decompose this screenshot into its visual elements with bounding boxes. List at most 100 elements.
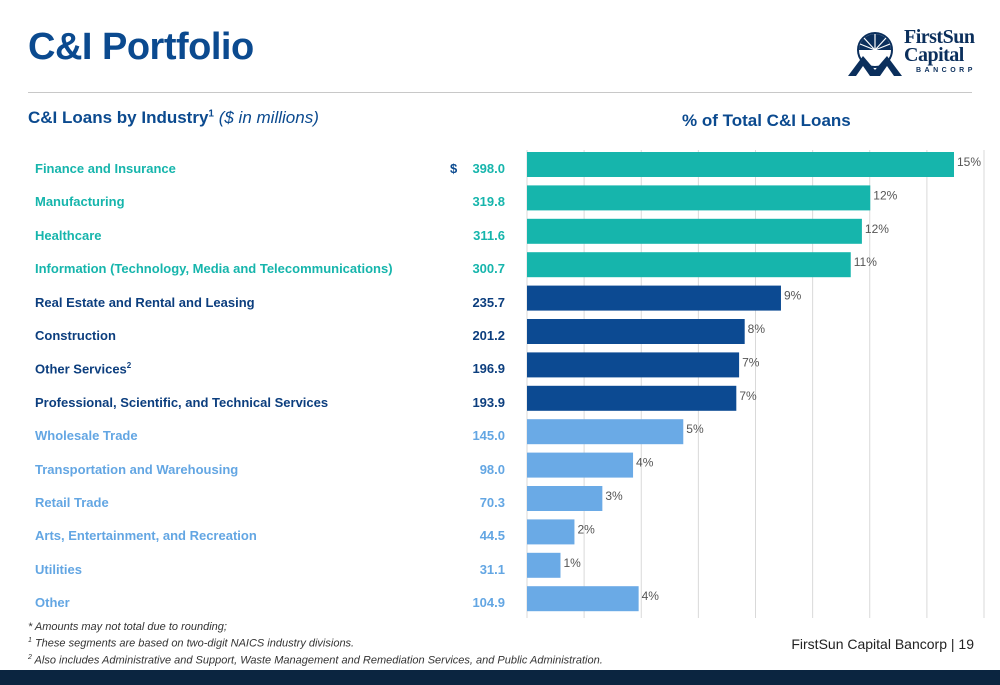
loan-amount: 398.0 — [472, 161, 505, 176]
section-heading-footnote-ref: 1 — [208, 108, 214, 120]
company-logo: FirstSun Capital BANCORP — [846, 26, 978, 82]
chart-bar — [527, 486, 603, 511]
industry-label: Transportation and Warehousing — [35, 462, 238, 477]
footnote-other-services: 2 Also includes Administrative and Suppo… — [28, 651, 603, 668]
industry-label: Construction — [35, 328, 116, 343]
table-row: Utilities 31.1 — [35, 553, 510, 586]
loan-amount: 104.9 — [472, 595, 505, 611]
industry-label-text: Utilities — [35, 561, 82, 577]
loan-amount: 311.6 — [473, 227, 505, 243]
chart-bar — [527, 385, 737, 411]
industry-label: Other Services2 — [35, 361, 131, 376]
industry-label-text: Arts, Entertainment, and Recreation — [35, 528, 257, 544]
table-row: Information (Technology, Media and Telec… — [35, 252, 510, 285]
table-row: Healthcare 311.6 — [35, 219, 510, 252]
loan-amount: 319.8 — [472, 194, 505, 210]
chart-bar — [527, 352, 740, 378]
industry-label-text: Transportation and Warehousing — [35, 461, 239, 477]
industry-label: Professional, Scientific, and Technical … — [35, 395, 328, 410]
industry-label-text: Real Estate and Rental and Leasing — [35, 294, 255, 310]
industry-label-footnote-ref: 2 — [126, 361, 132, 371]
footer-company: FirstSun Capital Bancorp — [791, 636, 947, 652]
industry-label: Other — [35, 595, 70, 610]
logo-wordmark-line1: FirstSun — [904, 26, 975, 48]
table-row: Wholesale Trade 145.0 — [35, 419, 510, 452]
industry-label-text: Retail Trade — [35, 494, 109, 510]
section-heading-text: C&I Loans by Industry — [28, 108, 209, 127]
chart-data-label: 5% — [686, 422, 704, 436]
chart-heading: % of Total C&I Loans — [682, 111, 851, 130]
industry-label-text: Manufacturing — [35, 194, 125, 210]
table-row: Construction 201.2 — [35, 319, 510, 352]
footnote-naics-marker: 1 — [28, 637, 32, 644]
footnote-naics-text: These segments are based on two-digit NA… — [31, 637, 355, 650]
table-row: Manufacturing 319.8 — [35, 185, 510, 218]
chart-data-label: 1% — [563, 556, 581, 570]
chart-bar — [527, 552, 561, 578]
chart-data-label: 8% — [748, 322, 766, 336]
loan-amount: 300.7 — [472, 261, 505, 277]
loan-amount: 196.9 — [472, 361, 505, 377]
industry-label: Manufacturing — [35, 194, 125, 209]
loan-amount: 201.2 — [472, 327, 505, 343]
logo-subtitle: BANCORP — [916, 67, 976, 74]
loan-amount: 70.3 — [479, 494, 505, 510]
chart-bar — [527, 319, 745, 344]
footnote-naics: 1 These segments are based on two-digit … — [28, 634, 603, 651]
chart-data-label: 7% — [742, 355, 760, 369]
industry-label: Utilities — [35, 562, 82, 577]
section-heading: C&I Loans by Industry1 ($ in millions) — [28, 108, 319, 128]
page-title: C&I Portfolio — [28, 26, 254, 68]
chart-bar — [527, 519, 575, 545]
table-row: Finance and Insurance $398.0 — [35, 152, 510, 185]
loan-amount: 44.5 — [479, 528, 505, 544]
chart-bar — [527, 218, 862, 244]
chart-data-label: 3% — [605, 489, 623, 503]
chart-bar — [527, 185, 871, 211]
table-row: Real Estate and Rental and Leasing 235.7 — [35, 286, 510, 319]
footer-separator: | — [950, 636, 955, 652]
chart-bar — [527, 152, 954, 177]
page-number: 19 — [958, 636, 974, 652]
logo-wordmark-line2: Capital — [904, 44, 964, 66]
industry-label-text: Healthcare — [35, 227, 102, 243]
loan-amount: 193.9 — [472, 394, 505, 410]
logo-wordmark: FirstSun Capital — [904, 26, 978, 66]
industry-label: Finance and Insurance — [35, 161, 176, 176]
chart-bar — [527, 285, 781, 311]
industry-label-text: Professional, Scientific, and Technical … — [35, 394, 329, 410]
chart-bar — [527, 586, 639, 612]
industry-label-text: Other — [35, 595, 70, 611]
loan-amount: 235.7 — [472, 294, 505, 310]
industry-label-text: Construction — [35, 327, 116, 343]
table-row: Professional, Scientific, and Technical … — [35, 386, 510, 419]
bottom-bar — [0, 670, 1000, 685]
industry-label: Real Estate and Rental and Leasing — [35, 295, 255, 310]
table-row: Transportation and Warehousing 98.0 — [35, 453, 510, 486]
table-row: Other 104.9 — [35, 586, 510, 619]
table-row: Arts, Entertainment, and Recreation 44.5 — [35, 519, 510, 552]
industry-label-text: Wholesale Trade — [35, 428, 138, 444]
chart-data-label: 7% — [739, 389, 757, 403]
chart-bar — [527, 452, 634, 478]
currency-symbol: $ — [450, 161, 458, 176]
chart-data-label: 12% — [865, 222, 889, 236]
industry-table: Finance and Insurance $398.0 Manufacturing… — [35, 152, 510, 619]
chart-data-label: 11% — [854, 255, 877, 269]
loan-amount: 145.0 — [472, 428, 505, 444]
chart-bar — [527, 419, 684, 445]
footnote-rounding: * Amounts may not total due to rounding; — [28, 621, 227, 633]
chart-data-label: 15% — [957, 155, 981, 169]
loan-amount: 98.0 — [479, 461, 505, 477]
chart-data-label: 4% — [642, 589, 660, 603]
industry-label-text: Other Services — [35, 361, 127, 377]
chart-data-label: 4% — [636, 456, 654, 470]
footnotes: * Amounts may not total due to rounding;… — [28, 620, 603, 667]
sun-mountain-logo-icon — [848, 32, 902, 76]
title-divider — [28, 92, 972, 93]
chart-data-label: 9% — [784, 289, 802, 303]
industry-label-text: Information (Technology, Media and Telec… — [35, 261, 393, 277]
footnote-other-services-text: Also includes Administrative and Support… — [31, 654, 603, 667]
chart-data-label: 12% — [873, 188, 897, 202]
